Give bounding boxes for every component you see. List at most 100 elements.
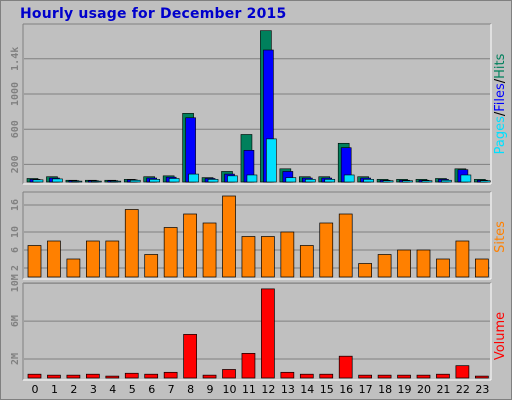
x-tick-label: 12 [261,383,275,396]
files-bar [185,117,196,183]
volume-panel-side-label: Volume [493,312,508,360]
sites-bar [416,249,431,278]
chart-title: Hourly usage for December 2015 [20,6,287,22]
volume-panel-tick-label: 6M [10,315,21,327]
hits-panel-tick-label: 1000 [10,82,21,106]
side-label-part: Volume [493,312,508,360]
pages-bar [402,180,413,183]
pages-bar [460,174,472,183]
x-tick-label: 20 [417,383,431,396]
sites-bar [85,240,100,278]
sites-bar [202,222,217,278]
volume-bar [280,371,295,379]
volume-bar [47,374,61,379]
volume-bar [377,374,392,379]
x-tick-label: 17 [359,383,373,396]
sites-bar [338,213,353,278]
volume-bar [85,373,100,379]
pages-bar [421,180,433,183]
sites-bar [280,231,295,278]
volume-bar [27,373,42,379]
x-tick-label: 19 [398,383,412,396]
volume-bar [319,373,334,379]
pages-bar [71,180,83,183]
x-tick-label: 21 [436,383,450,396]
sites-bar [436,258,450,278]
sites-bar [241,236,256,278]
hits-panel-tick-label: 200 [10,155,21,173]
pages-bar [52,178,63,183]
x-tick-label: 9 [207,383,214,396]
pages-bar [343,174,355,183]
pages-bar [304,179,316,183]
x-tick-label: 22 [456,383,470,396]
x-tick-label: 7 [168,383,175,396]
side-label-part: Sites [493,221,508,253]
volume-bar [222,369,236,379]
volume-bar [436,373,450,379]
x-tick-label: 16 [339,383,353,396]
pages-bar [285,177,297,183]
volume-bar [299,373,314,379]
volume-bar [163,371,178,379]
sites-bar [144,254,159,278]
pages-bar [188,173,199,183]
pages-bar [266,138,277,183]
pages-bar [129,179,141,183]
hits-panel-background [23,24,491,184]
x-tick-label: 1 [51,383,58,396]
pages-bar [110,180,122,183]
volume-bar [144,373,159,379]
sites-bar [163,227,178,278]
sites-bar [397,249,411,278]
volume-bar [241,353,256,379]
sites-bar [222,195,236,278]
pages-bar [324,179,336,183]
sites-panel-tick-label: 6 [10,247,21,253]
volume-bar [124,372,139,379]
pages-bar [149,179,160,183]
sites-bar [455,240,470,278]
sites-bar [27,245,42,278]
pages-bar [227,175,238,183]
sites-panel-tick-label: 10 [10,226,21,238]
x-tick-label: 8 [187,383,194,396]
sites-bar [377,254,392,278]
sites-panel-tick-label: 2 [10,265,21,271]
sites-bar [47,240,61,278]
volume-panel-background [23,283,491,380]
sites-bar [358,263,372,278]
side-label-part: Hits [493,53,508,78]
x-tick-label: 11 [242,383,256,396]
sites-panel-tick-label: 16 [10,199,21,211]
sites-bar [183,213,197,278]
hits-panel-side-label: Pages/Files/Hits [493,53,508,154]
pages-bar [168,178,180,183]
volume-bar [475,375,489,379]
x-tick-label: 14 [300,383,314,396]
sites-panel-side-label: Sites [493,221,508,253]
x-tick-label: 18 [378,383,392,396]
volume-bar [66,374,81,379]
side-label-part: / [493,111,508,116]
x-tick-label: 3 [90,383,97,396]
side-label-part: Files [493,83,508,112]
pages-bar [441,179,452,183]
hits-panel-tick-label: 1.4k [10,47,21,71]
side-label-part: Pages [493,116,508,154]
pages-bar [246,174,258,183]
pages-bar [363,179,374,183]
sites-panel-background [23,192,491,279]
volume-bar [397,374,411,379]
pages-bar [207,179,219,183]
sites-bar [105,240,120,278]
sites-bar [124,209,139,278]
sites-bar [66,258,81,278]
side-label-part: / [493,78,508,83]
volume-bar [202,374,217,379]
volume-bar [183,334,197,379]
volume-bar [416,374,431,379]
volume-panel-tick-label: 10M [10,274,21,292]
pages-bar [480,180,491,183]
